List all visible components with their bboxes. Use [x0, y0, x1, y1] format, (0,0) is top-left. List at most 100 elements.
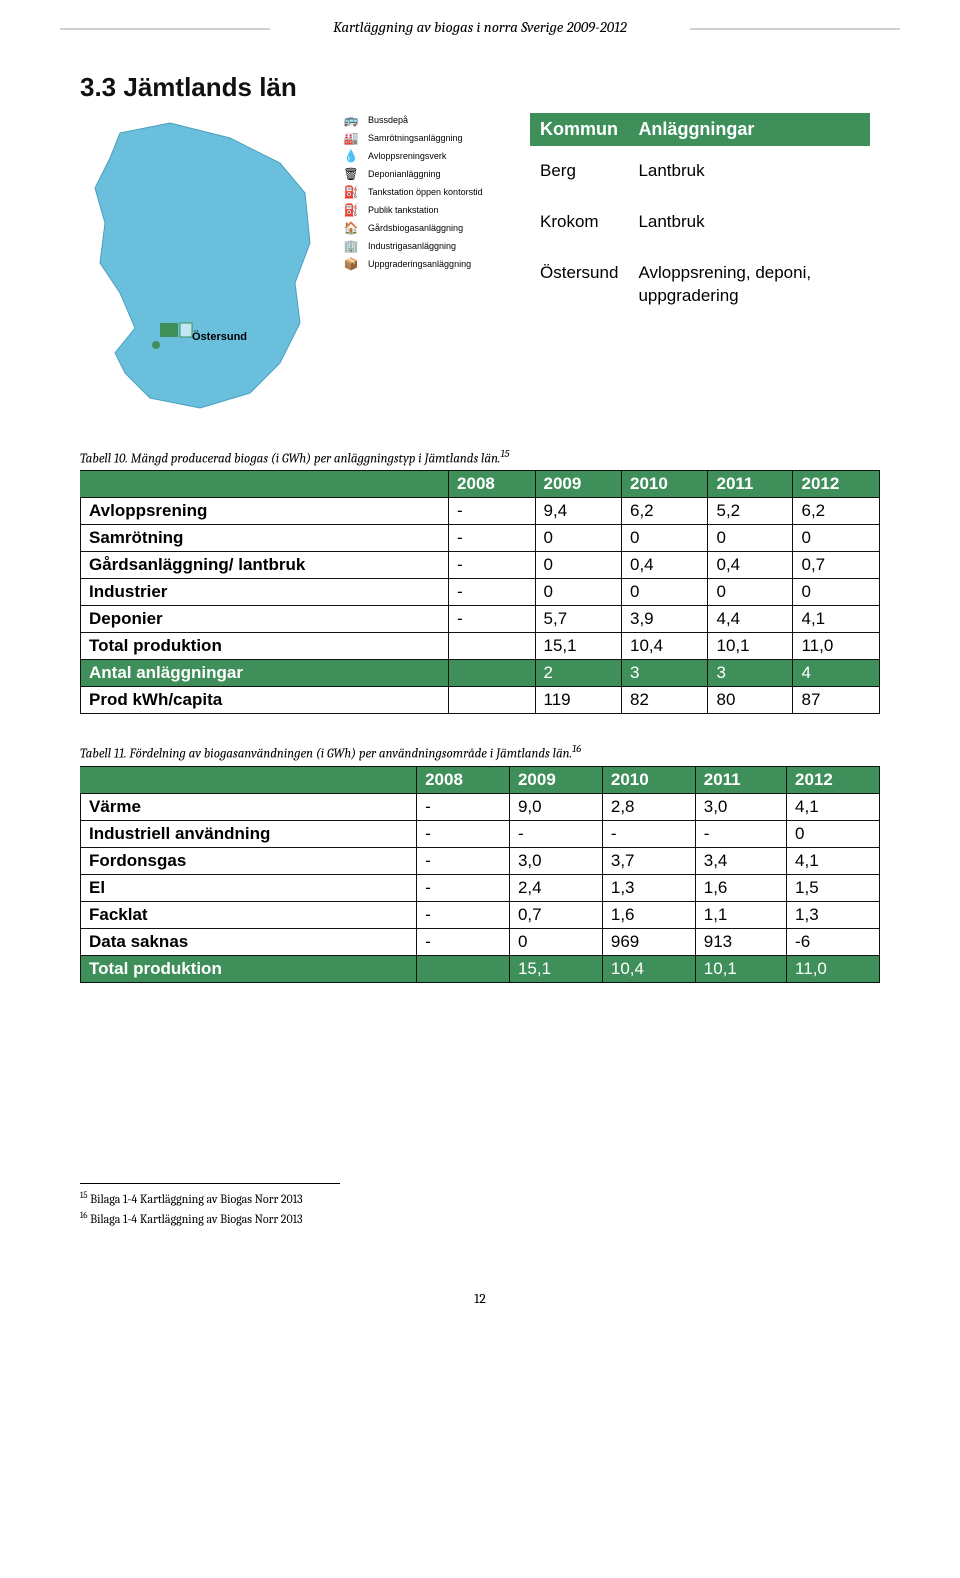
- data-cell: 5,2: [708, 498, 793, 525]
- caption-text: Tabell 10. Mängd producerad biogas (i GW…: [80, 451, 500, 466]
- map-wrap: Östersund: [80, 113, 320, 417]
- data-cell: 0,7: [793, 552, 880, 579]
- data-row: Prod kWh/capita119828087: [81, 687, 880, 714]
- data-cell: -: [695, 820, 786, 847]
- data-cell: 80: [708, 687, 793, 714]
- city-label: Östersund: [192, 331, 247, 343]
- data-cell: Antal anläggningar: [81, 660, 449, 687]
- map-svg: [80, 113, 320, 413]
- city-marker-icon: [160, 323, 178, 337]
- data-cell: 9,4: [535, 498, 621, 525]
- data-cell: 1,6: [602, 901, 695, 928]
- header-text: Kartläggning av biogas i norra Sverige 2…: [333, 18, 627, 36]
- legend-label: Tankstation öppen kontorstid: [368, 187, 483, 197]
- data-cell: 87: [793, 687, 880, 714]
- legend-label: Samrötningsanläggning: [368, 133, 463, 143]
- section-title: 3.3 Jämtlands län: [80, 72, 880, 103]
- data-th: 2011: [708, 471, 793, 498]
- kommun-th: Kommun: [530, 113, 628, 146]
- data-cell: 3,0: [509, 847, 602, 874]
- data-cell: 2: [535, 660, 621, 687]
- legend-icon: ⛽: [340, 203, 362, 217]
- legend-row: 🏭 Samrötningsanläggning: [340, 131, 510, 145]
- data-cell: -6: [787, 928, 880, 955]
- data-cell: 3,9: [622, 606, 708, 633]
- kommun-th: Anläggningar: [628, 113, 870, 146]
- kommun-cell: Krokom: [530, 197, 628, 248]
- legend-icon: ⛽: [340, 185, 362, 199]
- footnote-num: 16: [80, 1211, 88, 1221]
- data-cell: 0: [622, 525, 708, 552]
- data-cell: Samrötning: [81, 525, 449, 552]
- data-cell: 3,0: [695, 793, 786, 820]
- data-cell: -: [417, 793, 510, 820]
- data-th: 2012: [787, 766, 880, 793]
- data-cell: 6,2: [622, 498, 708, 525]
- data-cell: -: [602, 820, 695, 847]
- legend-label: Bussdepå: [368, 115, 408, 125]
- data-th: [81, 766, 417, 793]
- data-cell: 1,1: [695, 901, 786, 928]
- data-row: Samrötning-0000: [81, 525, 880, 552]
- data-cell: Gårdsanläggning/ lantbruk: [81, 552, 449, 579]
- data-cell: 15,1: [535, 633, 621, 660]
- data-cell: 0: [793, 525, 880, 552]
- data-th: 2011: [695, 766, 786, 793]
- legend-row: 💧Avloppsreningsverk: [340, 149, 510, 163]
- table10: 20082009201020112012Avloppsrening-9,46,2…: [80, 470, 880, 714]
- data-cell: 5,7: [535, 606, 621, 633]
- data-cell: Fordonsgas: [81, 847, 417, 874]
- data-cell: Data saknas: [81, 928, 417, 955]
- data-cell: 9,0: [509, 793, 602, 820]
- legend-icon: 🏢: [340, 239, 362, 253]
- data-cell: 10,1: [695, 955, 786, 982]
- footnote: 16 Bilaga 1-4 Kartläggning av Biogas Nor…: [80, 1210, 340, 1228]
- kommun-row: KrokomLantbruk: [530, 197, 870, 248]
- data-cell: 1,3: [787, 901, 880, 928]
- data-th: 2008: [449, 471, 535, 498]
- data-cell: 2,8: [602, 793, 695, 820]
- data-cell: 82: [622, 687, 708, 714]
- kommun-row: BergLantbruk: [530, 146, 870, 197]
- data-cell: 4: [793, 660, 880, 687]
- legend-label: Publik tankstation: [368, 205, 439, 215]
- data-cell: El: [81, 874, 417, 901]
- content: 3.3 Jämtlands län Östersund 🚌Bussdepå 🏭 Sa…: [0, 72, 960, 1270]
- data-cell: 15,1: [509, 955, 602, 982]
- data-row: Avloppsrening-9,46,25,26,2: [81, 498, 880, 525]
- data-cell: Värme: [81, 793, 417, 820]
- data-cell: 969: [602, 928, 695, 955]
- data-cell: 0: [535, 579, 621, 606]
- kommun-cell: Berg: [530, 146, 628, 197]
- kommun-row: ÖstersundAvloppsrening, deponi, uppgrade…: [530, 248, 870, 322]
- data-cell: 10,4: [602, 955, 695, 982]
- data-th: [81, 471, 449, 498]
- legend: 🚌Bussdepå 🏭 Samrötningsanläggning 💧Avloppsr…: [340, 113, 510, 275]
- data-cell: Prod kWh/capita: [81, 687, 449, 714]
- data-cell: 0,4: [708, 552, 793, 579]
- data-cell: 913: [695, 928, 786, 955]
- data-cell: -: [417, 847, 510, 874]
- data-cell: 1,5: [787, 874, 880, 901]
- table10-caption: Tabell 10. Mängd producerad biogas (i GW…: [80, 447, 880, 466]
- data-cell: Industrier: [81, 579, 449, 606]
- legend-row: 🚌Bussdepå: [340, 113, 510, 127]
- data-cell: -: [449, 552, 535, 579]
- caption-sup: 15: [500, 447, 509, 460]
- data-cell: 1,3: [602, 874, 695, 901]
- legend-row: 🗑Deponianläggning: [340, 167, 510, 181]
- legend-icon: 💧: [340, 149, 362, 163]
- data-cell: [449, 633, 535, 660]
- data-th: 2008: [417, 766, 510, 793]
- data-cell: 3: [708, 660, 793, 687]
- legend-icon: 🏭: [340, 131, 362, 145]
- data-cell: 11,0: [793, 633, 880, 660]
- data-cell: 0,4: [622, 552, 708, 579]
- data-cell: 4,1: [793, 606, 880, 633]
- data-th: 2009: [535, 471, 621, 498]
- data-cell: [449, 687, 535, 714]
- footnote: 15 Bilaga 1-4 Kartläggning av Biogas Nor…: [80, 1190, 340, 1208]
- footnotes: 15 Bilaga 1-4 Kartläggning av Biogas Nor…: [80, 1183, 340, 1228]
- data-cell: 3,7: [602, 847, 695, 874]
- legend-row: 🏢Industrigasanläggning: [340, 239, 510, 253]
